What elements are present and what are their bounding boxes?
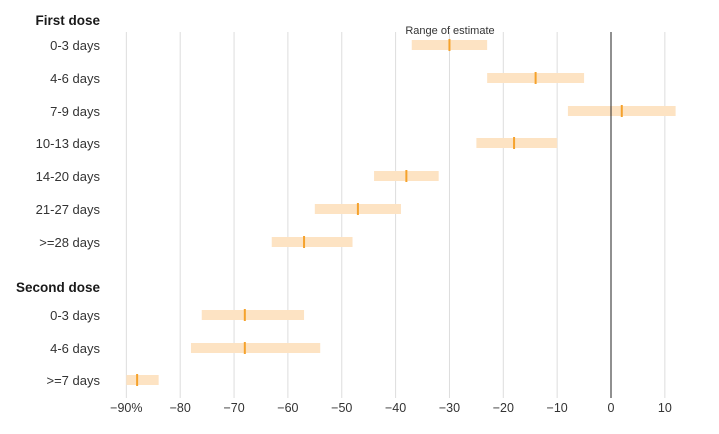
x-tick-label: −10 <box>547 401 568 415</box>
row-label: 0-3 days <box>50 308 100 323</box>
row-label: 14-20 days <box>36 169 101 184</box>
group-label: Second dose <box>16 280 101 295</box>
x-tick-label: −60 <box>277 401 298 415</box>
row-label: 21-27 days <box>36 202 101 217</box>
estimate-marker <box>243 309 246 321</box>
row-labels: First dose 0-3 days 4-6 days 7-9 days 10-13 … <box>16 13 101 388</box>
row-label: 0-3 days <box>50 38 100 53</box>
range-bar <box>271 237 353 247</box>
row-label: 4-6 days <box>50 71 100 86</box>
group-label: First dose <box>35 13 100 28</box>
x-tick-label: −30 <box>439 401 460 415</box>
estimate-marker <box>620 105 623 117</box>
x-tick-label: −20 <box>493 401 514 415</box>
row-label: >=28 days <box>39 235 100 250</box>
estimate-marker <box>405 170 408 182</box>
x-tick-label: 0 <box>608 401 615 415</box>
estimate-marker <box>136 374 139 386</box>
estimate-marker <box>448 39 451 51</box>
range-bar <box>126 375 159 385</box>
x-axis-ticks: −90% −80 −70 −60 −50 −40 −30 −20 −10 0 10 <box>110 401 672 415</box>
row-label: 10-13 days <box>36 136 101 151</box>
estimate-marker <box>513 137 516 149</box>
range-bar <box>201 310 305 320</box>
range-bar <box>190 343 321 353</box>
estimate-marker <box>303 236 306 248</box>
range-annotation: Range of estimate <box>405 25 494 37</box>
x-tick-label: −50 <box>331 401 352 415</box>
gridlines <box>125 32 666 398</box>
x-tick-label: −90% <box>110 401 142 415</box>
x-tick-label: −40 <box>385 401 406 415</box>
range-bar <box>476 138 558 148</box>
estimate-marker <box>534 72 537 84</box>
range-bars <box>126 39 676 386</box>
row-label: 4-6 days <box>50 341 100 356</box>
x-tick-label: 10 <box>658 401 672 415</box>
estimate-marker <box>243 342 246 354</box>
row-label: 7-9 days <box>50 104 100 119</box>
row-label: >=7 days <box>47 373 101 388</box>
x-tick-label: −80 <box>170 401 191 415</box>
estimate-marker <box>356 203 359 215</box>
x-tick-label: −70 <box>223 401 244 415</box>
